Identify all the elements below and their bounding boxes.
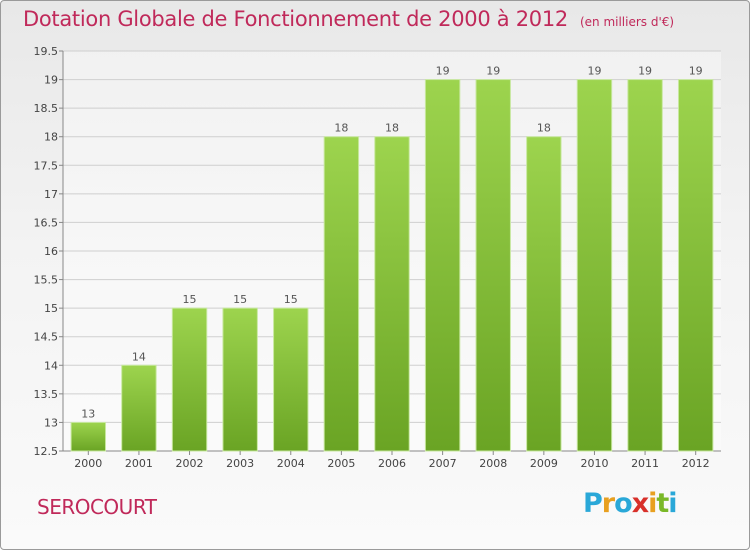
x-tick-label: 2008 (479, 457, 507, 470)
data-label: 15 (183, 293, 197, 306)
data-label: 15 (284, 293, 298, 306)
y-tick-label: 18.5 (34, 102, 59, 115)
title-text: Dotation Globale de Fonctionnement de 20… (23, 7, 568, 31)
data-label: 14 (132, 350, 146, 363)
y-tick-label: 17 (44, 188, 58, 201)
chart-title: Dotation Globale de Fonctionnement de 20… (23, 7, 674, 31)
y-tick-label: 16 (44, 245, 58, 258)
y-tick-label: 13.5 (34, 388, 59, 401)
y-tick-label: 15 (44, 302, 58, 315)
data-label: 19 (689, 65, 703, 78)
y-tick-label: 16.5 (34, 216, 59, 229)
bar (576, 79, 613, 452)
y-tick-label: 14.5 (34, 331, 59, 344)
y-tick-label: 17.5 (34, 159, 59, 172)
y-tick-label: 15.5 (34, 274, 59, 287)
logo-letter: t (656, 488, 669, 519)
data-label: 19 (587, 65, 601, 78)
bar (424, 79, 461, 452)
x-tick-label: 2006 (378, 457, 406, 470)
data-label: 15 (233, 293, 247, 306)
x-tick-label: 2003 (226, 457, 254, 470)
bar (677, 79, 714, 452)
bar (526, 136, 562, 452)
bar (475, 79, 511, 452)
bar (70, 421, 107, 452)
data-label: 18 (334, 122, 348, 135)
bar (121, 364, 157, 452)
y-tick-label: 18 (44, 131, 58, 144)
title-unit: (en milliers d'€) (579, 15, 675, 29)
y-tick-label: 19 (44, 74, 58, 87)
x-tick-label: 2009 (530, 457, 558, 470)
data-label: 13 (81, 407, 95, 420)
logo-letter: o (614, 488, 633, 519)
x-tick-label: 2010 (580, 457, 608, 470)
data-label: 18 (385, 122, 399, 135)
x-tick-label: 2012 (682, 457, 710, 470)
bar (323, 136, 360, 452)
bar (222, 307, 258, 452)
bar (627, 79, 663, 452)
y-tick-label: 19.5 (34, 45, 59, 58)
data-label: 19 (638, 65, 652, 78)
bar (273, 307, 309, 452)
data-label: 19 (486, 65, 500, 78)
x-tick-label: 2005 (327, 457, 355, 470)
logo-letter: i (668, 488, 677, 519)
data-label: 19 (436, 65, 450, 78)
data-label: 18 (537, 122, 551, 135)
x-tick-label: 2004 (277, 457, 305, 470)
logo-letter: r (601, 488, 615, 519)
logo-letter: x (631, 488, 649, 519)
x-tick-label: 2002 (176, 457, 204, 470)
x-tick-label: 2011 (631, 457, 659, 470)
x-tick-label: 2007 (429, 457, 457, 470)
y-tick-label: 13 (44, 416, 58, 429)
x-tick-label: 2001 (125, 457, 153, 470)
y-tick-label: 14 (44, 359, 58, 372)
y-tick-label: 12.5 (34, 445, 59, 458)
proxiti-logo: Proxiti (583, 488, 678, 519)
logo-letter: i (648, 488, 657, 519)
x-tick-label: 2000 (74, 457, 102, 470)
commune-name: SEROCOURT (37, 495, 157, 519)
bar (171, 307, 208, 452)
bar (374, 136, 410, 452)
logo-letter: P (583, 488, 603, 519)
